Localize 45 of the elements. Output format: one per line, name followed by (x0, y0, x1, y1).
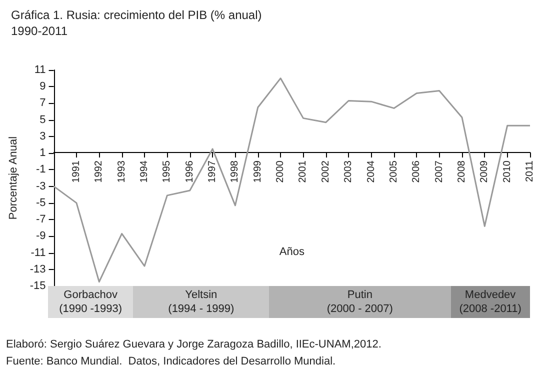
y-tick-label: -11 (30, 246, 46, 259)
y-tick-label: -15 (30, 280, 46, 292)
x-tick-label: 2003 (343, 160, 354, 183)
x-tick-label: 2002 (320, 160, 332, 183)
y-tick-label: 5 (40, 114, 46, 126)
x-tick-label: 1996 (184, 160, 196, 183)
y-tick-label: 7 (40, 97, 46, 110)
x-tick-label: 2000 (275, 160, 286, 183)
y-tick-label: -13 (30, 263, 46, 276)
y-tick-label: 3 (40, 130, 46, 142)
y-axis-title: Porcentaje Anual (8, 136, 20, 220)
x-tick-label: 2009 (479, 160, 490, 183)
y-tick-label: -9 (36, 230, 46, 242)
x-tick-label: 1997 (207, 160, 218, 183)
y-tick-label: -1 (36, 164, 46, 176)
period-block: Yeltsin (1994 - 1999) (133, 286, 270, 318)
y-tick-label: 9 (40, 80, 46, 93)
y-tick-label: -3 (36, 180, 46, 192)
x-tick-label: 2001 (298, 160, 309, 183)
x-tick-label: 2007 (434, 160, 445, 183)
x-tick-label: 1994 (139, 160, 150, 183)
y-tick-label: 11 (34, 64, 46, 76)
x-tick-label: 2008 (456, 160, 468, 183)
period-block: Medvedev (2008 -2011) (450, 286, 530, 318)
period-block: Putin (2000 - 2007) (269, 286, 451, 318)
x-tick-label: 1998 (230, 160, 241, 183)
y-tick-label: -7 (36, 214, 46, 226)
x-tick-label: 1999 (252, 160, 264, 183)
x-tick-label: 2011 (524, 160, 536, 182)
x-tick-label: 2004 (366, 160, 377, 183)
x-tick-label: 2006 (411, 160, 422, 183)
x-tick-label: 1991 (70, 160, 82, 183)
y-tick-label: -5 (36, 196, 46, 209)
period-block: Gorbachov (1990 -1993) (48, 286, 134, 318)
source-note: Fuente: Banco Mundial. Datos, Indicadores del Desarrollo Mundial. (6, 356, 336, 368)
x-tick-label: 2005 (388, 160, 400, 183)
chart-subtitle: 1990-2011 (11, 24, 68, 38)
text: Elaboró: Sergio Suárez Guevara y Jorge Zaragoza Badillo, IIEc-UNAM,2012. (6, 338, 382, 350)
y-tick-label: 1 (40, 147, 46, 160)
x-tick-label: 1995 (162, 160, 173, 183)
x-tick-label: 2010 (502, 160, 513, 183)
chart-title: Gráfica 1. Rusia: crecimiento del PIB (% anual) (11, 8, 262, 22)
x-tick-label: 1993 (116, 160, 128, 183)
x-tick-label: 1992 (94, 160, 105, 183)
x-axis-title: Años (279, 246, 305, 258)
